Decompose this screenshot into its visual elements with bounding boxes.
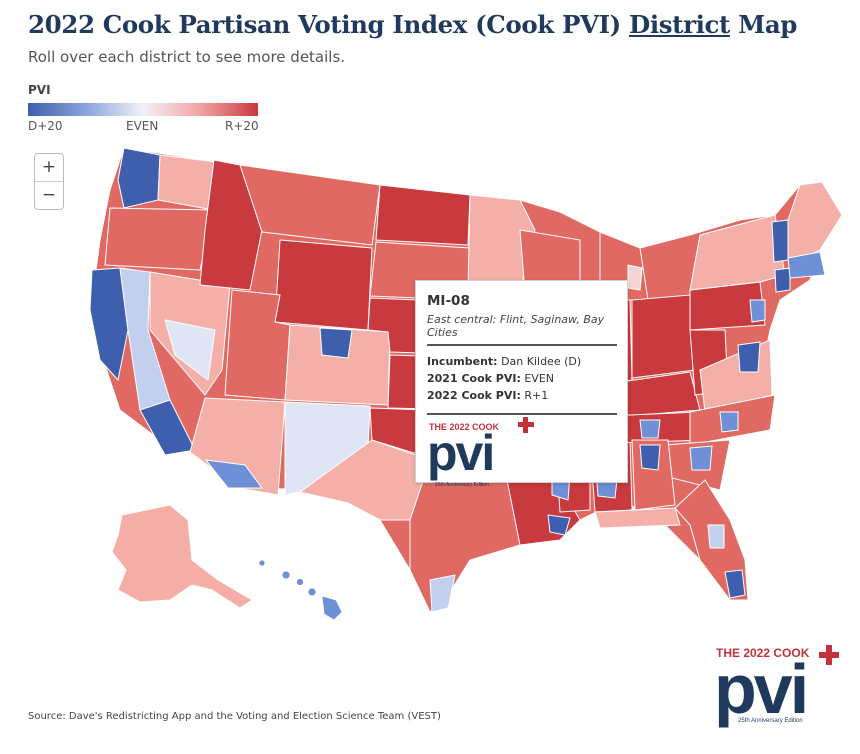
- district-tx-south[interactable]: [429, 574, 456, 613]
- tooltip-2021-row: 2021 Cook PVI: EVEN: [427, 370, 617, 387]
- tooltip-2022-value: R+1: [524, 389, 549, 402]
- logo-sub-text: 25th Anniversary Edition: [738, 718, 803, 724]
- tooltip-incumbent-label: Incumbent:: [427, 355, 498, 368]
- tooltip-logo-sub: 25th Anniversary Edition: [435, 482, 489, 488]
- logo-top-text: THE 2022 COOK: [716, 646, 810, 660]
- district-vt[interactable]: [771, 219, 789, 263]
- legend-right-label: R+20: [225, 119, 259, 133]
- legend-left-label: D+20: [28, 119, 63, 133]
- tooltip-district-id: MI-08: [427, 293, 470, 309]
- tooltip-2021-value: EVEN: [524, 372, 554, 385]
- district-ny[interactable]: [689, 214, 786, 291]
- tooltip-incumbent-value: Dan Kildee (D): [501, 355, 582, 368]
- page-title: 2022 Cook Partisan Voting Index (Cook PV…: [28, 10, 797, 39]
- district-az[interactable]: [189, 397, 286, 496]
- district-wy[interactable]: [274, 239, 373, 331]
- district-fl-panhandle[interactable]: [594, 507, 681, 529]
- district-fl-orlando[interactable]: [707, 524, 725, 549]
- district-nc-tri[interactable]: [719, 411, 739, 433]
- tooltip-divider: [427, 344, 617, 346]
- district-pa-philly[interactable]: [749, 299, 766, 323]
- logo-plus-icon: [819, 645, 839, 665]
- district-or[interactable]: [104, 207, 215, 271]
- zoom-out-button[interactable]: −: [35, 181, 63, 209]
- district-nd[interactable]: [375, 184, 471, 246]
- tooltip-region: East central: Flint, Saginaw, Bay Cities: [427, 313, 605, 339]
- district-tooltip: MI-08 East central: Flint, Saginaw, Bay …: [415, 280, 628, 488]
- district-fl-miami[interactable]: [724, 569, 746, 599]
- district-oh[interactable]: [631, 294, 696, 379]
- tooltip-2022-row: 2022 Cook PVI: R+1: [427, 387, 617, 404]
- district-tn-nash[interactable]: [639, 419, 661, 439]
- cook-pvi-logo: THE 2022 COOK pvi 25th Anniversary Editi…: [714, 644, 839, 730]
- subtitle: Roll over each district to see more deta…: [28, 48, 346, 66]
- district-nv-vegas[interactable]: [164, 319, 216, 381]
- district-co-denver[interactable]: [319, 327, 353, 359]
- tooltip-logo-top: THE 2022 COOK: [429, 422, 500, 432]
- source-note: Source: Dave's Redistricting App and the…: [28, 711, 441, 722]
- tooltip-2022-label: 2022 Cook PVI:: [427, 389, 521, 402]
- district-wa-seattle[interactable]: [117, 147, 161, 209]
- tooltip-incumbent-row: Incumbent: Dan Kildee (D): [427, 353, 617, 370]
- logo-pvi-text: pvi: [714, 650, 809, 728]
- tooltip-logo-pvi: pvi: [427, 425, 495, 481]
- title-prefix: 2022 Cook Partisan Voting Index (Cook PV…: [28, 10, 621, 39]
- legend-mid-label: EVEN: [126, 119, 159, 133]
- legend-color-bar: [28, 103, 258, 116]
- district-ma[interactable]: [787, 251, 826, 279]
- tooltip-logo-plus-icon: [518, 417, 534, 433]
- district-la-no[interactable]: [547, 514, 571, 536]
- district-ga-atl[interactable]: [639, 444, 661, 471]
- tooltip-divider-2: [427, 413, 617, 415]
- district-ny-nyc[interactable]: [774, 267, 791, 293]
- zoom-in-button[interactable]: +: [41, 157, 57, 177]
- district-mt[interactable]: [239, 164, 381, 246]
- tooltip-pvi-logo: THE 2022 COOK pvi 25th Anniversary Editi…: [427, 417, 617, 492]
- title-district-link[interactable]: District: [629, 10, 730, 39]
- title-suffix: Map: [738, 10, 798, 39]
- hawaii-districts[interactable]: [258, 559, 343, 621]
- legend-title: PVI: [28, 83, 51, 97]
- zoom-control: + −: [34, 153, 64, 210]
- district-az-tucson[interactable]: [204, 459, 263, 489]
- district-va-north[interactable]: [737, 341, 761, 373]
- district-mi-flint[interactable]: [627, 264, 643, 291]
- district-sc-col[interactable]: [689, 445, 713, 471]
- tooltip-2021-label: 2021 Cook PVI:: [427, 372, 521, 385]
- district-ak[interactable]: [111, 504, 253, 609]
